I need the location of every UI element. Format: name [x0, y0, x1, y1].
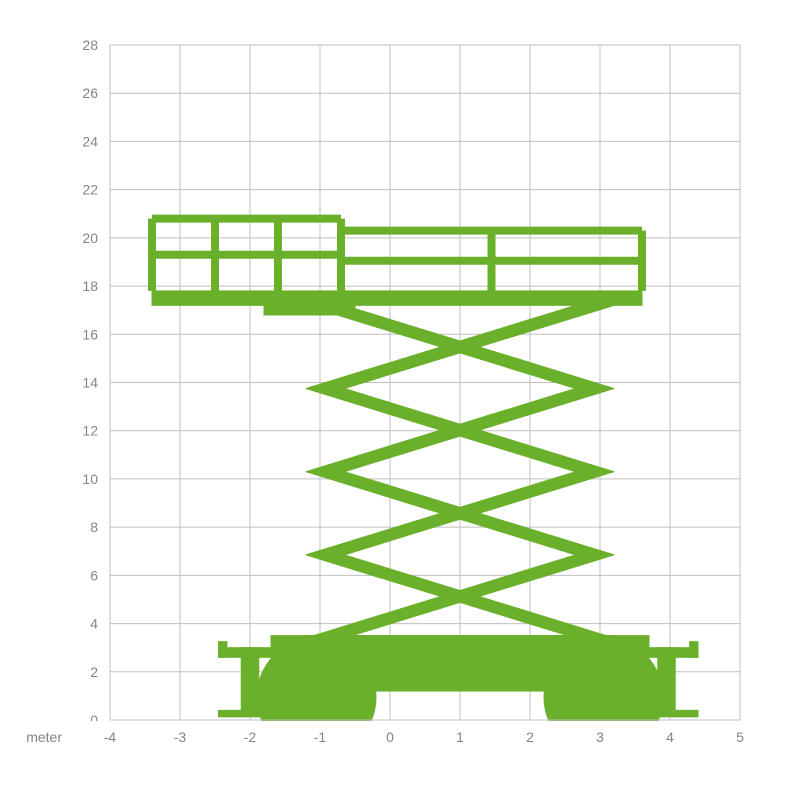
- x-tick-label-over: 2: [526, 729, 534, 745]
- x-tick-label-over: -2: [244, 729, 257, 745]
- ground-mask: [0, 721, 800, 800]
- outrigger-pin-r-1: [690, 642, 698, 658]
- y-tick-label: 6: [90, 567, 98, 583]
- y-tick-label: 2: [90, 664, 98, 680]
- y-tick-label: 24: [82, 133, 98, 149]
- platform-extension-lip: [264, 305, 355, 315]
- y-tick-label: 12: [82, 423, 98, 439]
- outrigger-pin-r-0: [273, 642, 281, 658]
- outrigger-pin-l-1: [635, 642, 643, 658]
- outrigger-foot-0: [219, 710, 282, 717]
- scissor-lift-range-diagram: 0246810121416182022242628-4-3-2-1012345m…: [0, 0, 800, 800]
- y-tick-label: 4: [90, 616, 98, 632]
- outrigger-pin-l-0: [219, 642, 227, 658]
- x-tick-label-over: 1: [456, 729, 464, 745]
- y-tick-label: 16: [82, 326, 98, 342]
- outrigger-foot-1: [635, 710, 698, 717]
- x-tick-label-over: 4: [666, 729, 674, 745]
- axis-unit-label-over: meter: [26, 729, 62, 745]
- x-tick-label-over: -4: [104, 729, 117, 745]
- y-tick-label: 8: [90, 519, 98, 535]
- x-tick-label-over: 3: [596, 729, 604, 745]
- chart-svg: 0246810121416182022242628-4-3-2-1012345m…: [0, 0, 800, 800]
- y-tick-label: 18: [82, 278, 98, 294]
- outrigger-bar-0: [219, 648, 282, 658]
- x-tick-label-over: -3: [174, 729, 187, 745]
- x-tick-label-over: 5: [736, 729, 744, 745]
- y-tick-label: 26: [82, 85, 98, 101]
- chassis-top: [306, 636, 614, 648]
- y-tick-label: 20: [82, 230, 98, 246]
- outrigger-shaft-1: [658, 648, 676, 717]
- x-tick-label-over: 0: [386, 729, 394, 745]
- y-tick-label: 28: [82, 37, 98, 53]
- outrigger-shaft-0: [241, 648, 259, 717]
- y-tick-label: 10: [82, 471, 98, 487]
- outrigger-bar-1: [635, 648, 698, 658]
- y-tick-label: 22: [82, 182, 98, 198]
- platform-deck: [152, 291, 642, 305]
- y-tick-label: 14: [82, 375, 98, 391]
- x-tick-label-over: -1: [314, 729, 327, 745]
